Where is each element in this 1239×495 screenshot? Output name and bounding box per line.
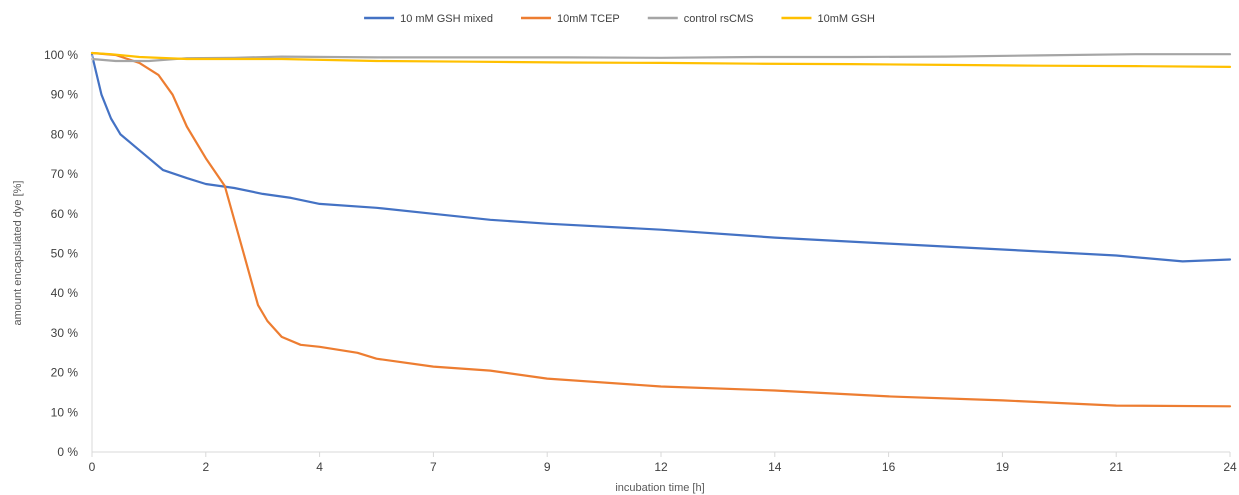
plot-lines	[90, 51, 1232, 408]
x-tick-label: 24	[1223, 460, 1237, 474]
x-tick-label: 9	[544, 460, 551, 474]
y-tick-label: 0 %	[57, 445, 78, 459]
y-tick-label: 100 %	[44, 48, 78, 62]
y-axis-title: amount encapsulated dye [%]	[12, 181, 24, 326]
y-tick-label: 80 %	[51, 127, 79, 141]
x-tick-label: 12	[654, 460, 668, 474]
x-tick-label: 16	[882, 460, 896, 474]
legend-label: 10 mM GSH mixed	[400, 13, 493, 25]
x-tick-label: 19	[996, 460, 1010, 474]
y-tick-label: 40 %	[51, 286, 79, 300]
x-axis: 0 2 4 7 9 12 14 16 19 21 24	[89, 451, 1237, 474]
legend-item: 10mM TCEP	[521, 13, 620, 25]
x-tick-label: 2	[202, 460, 209, 474]
legend-item: control rsCMS	[647, 13, 754, 25]
series-line-4	[90, 51, 1232, 69]
legend-label: 10mM TCEP	[557, 13, 620, 25]
series-line-1	[90, 53, 1232, 263]
x-tick-label: 4	[316, 460, 323, 474]
x-axis-title: incubation time [h]	[615, 482, 704, 494]
x-tick-label: 7	[430, 460, 437, 474]
x-tick-label: 14	[768, 460, 782, 474]
y-tick-label: 90 %	[51, 88, 79, 102]
y-tick-label: 10 %	[51, 405, 79, 419]
x-tick-label: 21	[1110, 460, 1124, 474]
y-tick-label: 30 %	[51, 326, 79, 340]
legend-label: control rsCMS	[684, 13, 754, 25]
y-tick-label: 20 %	[51, 366, 79, 380]
y-tick-label: 50 %	[51, 247, 79, 261]
y-tick-label: 60 %	[51, 207, 79, 221]
legend: 10 mM GSH mixed 10mM TCEP control rsCMS 10m…	[364, 13, 875, 25]
legend-item: 10mM GSH	[781, 13, 875, 25]
x-tick-label: 0	[89, 460, 96, 474]
y-axis: 0 % 10 % 20 % 30 % 40 % 50 % 60 % 70 % 80 % 90 % 1…	[44, 48, 93, 459]
series-line-3	[90, 53, 1232, 63]
legend-item: 10 mM GSH mixed	[364, 13, 493, 25]
series-line-2	[90, 51, 1232, 408]
legend-label: 10mM GSH	[817, 13, 875, 25]
y-tick-label: 70 %	[51, 167, 79, 181]
